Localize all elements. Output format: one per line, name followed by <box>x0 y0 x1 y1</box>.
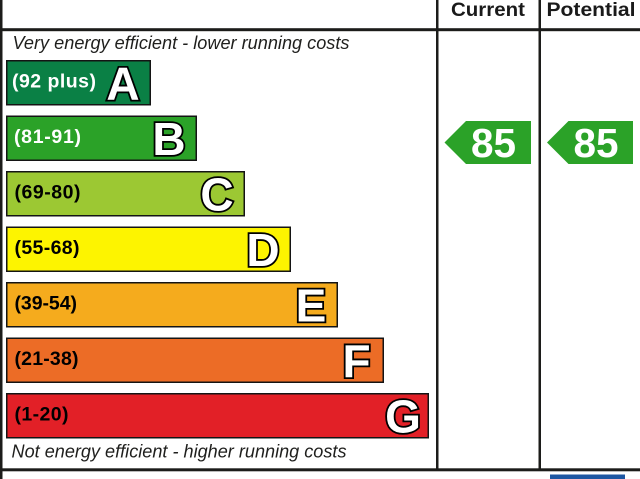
svg-text:B: B <box>152 113 185 165</box>
svg-text:C: C <box>200 168 233 220</box>
svg-text:Very energy efficient - lower: Very energy efficient - lower running co… <box>13 33 350 53</box>
svg-text:E: E <box>296 279 327 331</box>
svg-text:G: G <box>385 390 421 442</box>
svg-text:(1-20): (1-20) <box>15 403 69 425</box>
svg-text:(39-54): (39-54) <box>15 292 78 314</box>
svg-text:D: D <box>246 224 279 276</box>
svg-text:85: 85 <box>471 120 516 166</box>
svg-text:A: A <box>106 57 139 109</box>
svg-text:(92 plus): (92 plus) <box>12 70 96 92</box>
svg-text:Current: Current <box>451 0 526 21</box>
svg-text:(81-91): (81-91) <box>14 126 81 148</box>
svg-text:85: 85 <box>573 120 618 166</box>
svg-text:F: F <box>342 335 370 387</box>
svg-text:Not energy efficient - higher: Not energy efficient - higher running co… <box>12 442 347 462</box>
svg-text:(69-80): (69-80) <box>15 181 81 203</box>
svg-text:(55-68): (55-68) <box>15 237 80 259</box>
svg-text:Potential: Potential <box>547 0 636 21</box>
svg-text:(21-38): (21-38) <box>15 348 79 370</box>
